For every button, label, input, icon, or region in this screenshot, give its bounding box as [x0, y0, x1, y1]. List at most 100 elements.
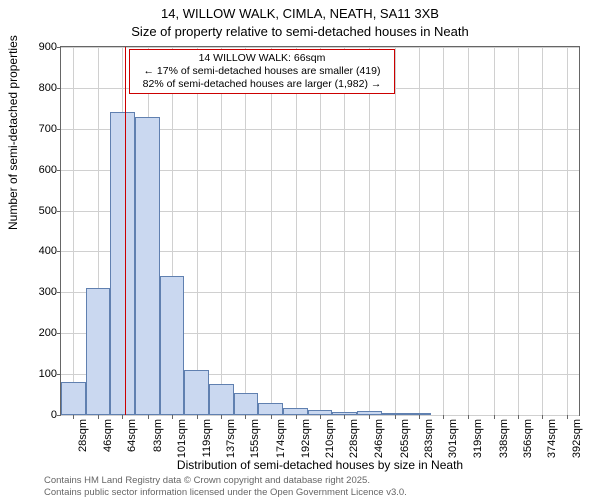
histogram-bar: [283, 408, 308, 415]
x-tick-mark: [98, 415, 99, 419]
histogram-bar: [407, 413, 432, 415]
x-tick-label: 83sqm: [152, 419, 164, 452]
x-tick-mark: [320, 415, 321, 419]
y-tick-mark: [57, 47, 61, 48]
x-tick-mark: [122, 415, 123, 419]
x-tick-mark: [221, 415, 222, 419]
x-tick-mark: [271, 415, 272, 419]
grid-line-v: [443, 47, 444, 415]
y-tick-mark: [57, 211, 61, 212]
grid-line-v: [296, 47, 297, 415]
histogram-bar: [209, 384, 234, 415]
grid-line-v: [271, 47, 272, 415]
histogram-bar: [110, 112, 135, 415]
histogram-bar: [61, 382, 86, 415]
y-tick-mark: [57, 251, 61, 252]
grid-line-v: [468, 47, 469, 415]
x-tick-mark: [468, 415, 469, 419]
x-axis-label: Distribution of semi-detached houses by …: [60, 458, 580, 472]
annotation-line: ← 17% of semi-detached houses are smalle…: [134, 65, 390, 78]
annotation-line: 82% of semi-detached houses are larger (…: [134, 78, 390, 91]
page-title: 14, WILLOW WALK, CIMLA, NEATH, SA11 3XB: [0, 6, 600, 21]
x-tick-label: 319sqm: [472, 419, 484, 458]
y-axis-label: Number of semi-detached properties: [6, 35, 20, 230]
grid-line-v: [344, 47, 345, 415]
histogram-bar: [135, 117, 160, 415]
x-tick-mark: [73, 415, 74, 419]
y-tick-mark: [57, 292, 61, 293]
histogram-bar: [86, 288, 111, 415]
y-tick-mark: [57, 374, 61, 375]
x-tick-mark: [542, 415, 543, 419]
y-tick-label: 200: [39, 327, 57, 339]
y-tick-mark: [57, 129, 61, 130]
x-tick-label: 101sqm: [176, 419, 188, 458]
x-tick-label: 265sqm: [399, 419, 411, 458]
grid-line-v: [245, 47, 246, 415]
grid-line-v: [419, 47, 420, 415]
x-tick-mark: [148, 415, 149, 419]
y-tick-label: 700: [39, 123, 57, 135]
x-tick-label: 46sqm: [102, 419, 114, 452]
x-tick-mark: [245, 415, 246, 419]
x-tick-mark: [518, 415, 519, 419]
grid-line-v: [395, 47, 396, 415]
y-tick-label: 300: [39, 286, 57, 298]
histogram-bar: [258, 403, 283, 415]
y-tick-mark: [57, 333, 61, 334]
x-tick-label: 119sqm: [201, 419, 213, 457]
grid-line-v: [73, 47, 74, 415]
x-tick-label: 283sqm: [423, 419, 435, 458]
x-tick-label: 356sqm: [522, 419, 534, 458]
annotation-line: 14 WILLOW WALK: 66sqm: [134, 52, 390, 65]
y-tick-label: 600: [39, 164, 57, 176]
x-tick-mark: [172, 415, 173, 419]
histogram-bar: [308, 410, 333, 415]
y-tick-mark: [57, 415, 61, 416]
x-tick-label: 64sqm: [126, 419, 138, 452]
footnote: Contains HM Land Registry data © Crown c…: [44, 475, 407, 498]
footnote-line-1: Contains HM Land Registry data © Crown c…: [44, 475, 407, 486]
grid-line-v: [494, 47, 495, 415]
x-tick-label: 174sqm: [275, 419, 287, 458]
y-tick-mark: [57, 170, 61, 171]
x-tick-label: 228sqm: [348, 419, 360, 458]
grid-line-v: [542, 47, 543, 415]
grid-line-v: [197, 47, 198, 415]
histogram-bar: [382, 413, 407, 415]
x-tick-label: 374sqm: [546, 419, 558, 458]
y-tick-label: 400: [39, 245, 57, 257]
y-tick-label: 100: [39, 368, 57, 380]
x-tick-label: 137sqm: [225, 419, 237, 458]
x-tick-label: 192sqm: [300, 419, 312, 458]
histogram-bar: [332, 412, 357, 415]
y-tick-label: 800: [39, 82, 57, 94]
x-tick-mark: [443, 415, 444, 419]
grid-line-v: [369, 47, 370, 415]
x-tick-label: 28sqm: [77, 419, 89, 452]
x-tick-mark: [395, 415, 396, 419]
y-tick-label: 500: [39, 205, 57, 217]
histogram-bar: [160, 276, 185, 415]
x-tick-label: 210sqm: [324, 419, 336, 458]
x-tick-mark: [369, 415, 370, 419]
x-tick-mark: [197, 415, 198, 419]
y-tick-label: 900: [39, 41, 57, 53]
x-tick-label: 338sqm: [498, 419, 510, 458]
x-tick-label: 301sqm: [447, 419, 459, 458]
x-tick-mark: [419, 415, 420, 419]
histogram-bar: [184, 370, 209, 415]
x-tick-label: 155sqm: [249, 419, 261, 458]
footnote-line-2: Contains public sector information licen…: [44, 487, 407, 498]
y-tick-mark: [57, 88, 61, 89]
page-subtitle: Size of property relative to semi-detach…: [0, 24, 600, 39]
chart-container: 14, WILLOW WALK, CIMLA, NEATH, SA11 3XB …: [0, 0, 600, 500]
grid-line-v: [567, 47, 568, 415]
x-tick-label: 392sqm: [571, 419, 583, 458]
histogram-bar: [234, 393, 259, 415]
histogram-bar: [357, 411, 382, 415]
annotation-box: 14 WILLOW WALK: 66sqm← 17% of semi-detac…: [129, 49, 395, 94]
grid-line-v: [221, 47, 222, 415]
x-tick-mark: [344, 415, 345, 419]
x-tick-label: 246sqm: [373, 419, 385, 458]
